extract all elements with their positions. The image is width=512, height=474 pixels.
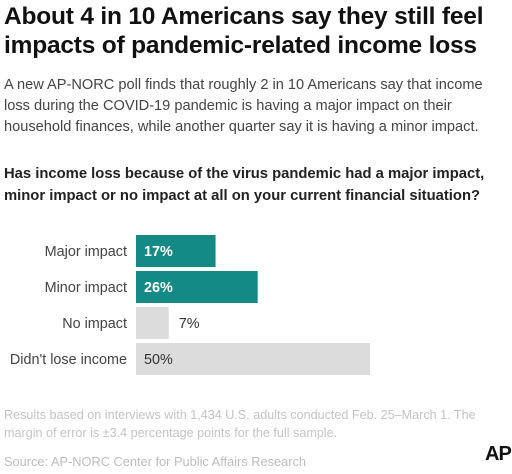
chart-subtitle: A new AP-NORC poll finds that roughly 2 … <box>4 77 483 135</box>
bar <box>136 235 216 267</box>
data-label: 50% <box>144 352 173 368</box>
chart-title: About 4 in 10 Americans say they still f… <box>4 3 484 59</box>
methodology-note: Results based on interviews with 1,434 U… <box>4 408 476 440</box>
survey-question: Has income loss because of the virus pan… <box>4 166 485 204</box>
bar <box>136 343 370 375</box>
bar <box>136 271 258 303</box>
bar-chart: Major impact 17% Minor impact 26% No impact 7… <box>10 235 370 375</box>
data-label: 17% <box>144 244 173 260</box>
ap-logo: AP <box>485 443 512 465</box>
category-label: Minor impact <box>45 280 127 296</box>
source-line: Source: AP-NORC Center for Public Affair… <box>4 454 307 469</box>
category-label: Didn't lose income <box>10 352 127 368</box>
category-label: No impact <box>62 316 127 332</box>
data-label: 26% <box>144 280 173 296</box>
bar <box>136 307 169 339</box>
data-label: 7% <box>179 316 200 332</box>
category-label: Major impact <box>45 244 127 260</box>
